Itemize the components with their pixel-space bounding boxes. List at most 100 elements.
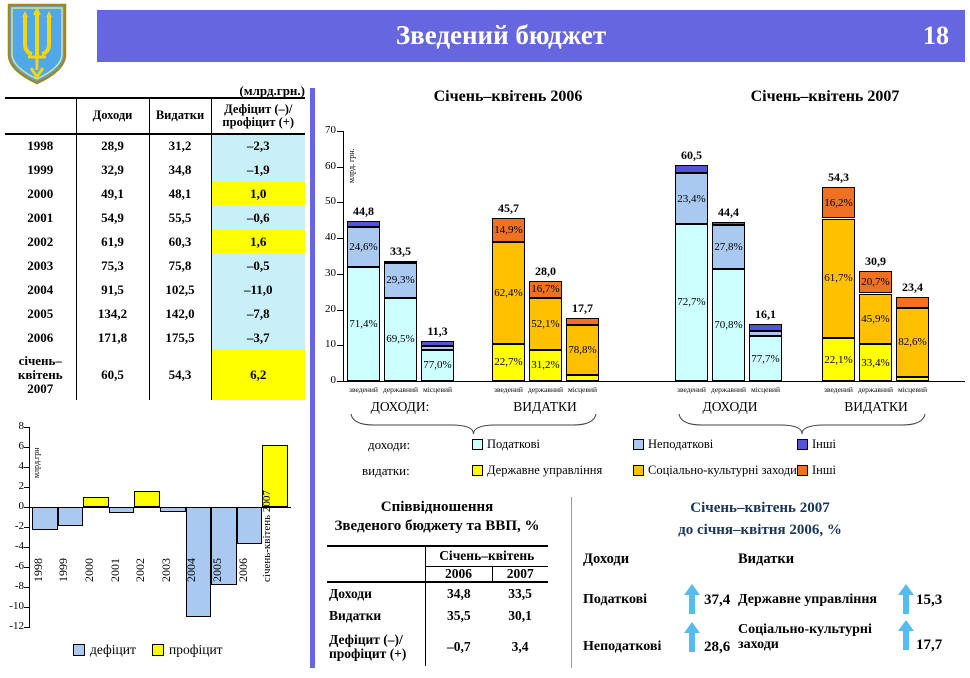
chart-title-2006: Січень–квітень 2006 xyxy=(433,88,583,105)
budget-col-revenue: Доходи xyxy=(75,98,149,134)
x-category-label: державний xyxy=(528,385,563,394)
y-tick xyxy=(24,527,29,528)
x-category-label: зведений xyxy=(494,385,523,394)
bar-total-label: 45,7 xyxy=(498,200,519,215)
budget-cell-year: 2004 xyxy=(27,281,54,297)
y-tick-label: 0 xyxy=(330,374,337,386)
segment-percent-label: 78,8% xyxy=(568,344,597,357)
y-tick-label: 30 xyxy=(325,266,336,279)
gdp-period-row: Січень–квітень xyxy=(327,546,549,567)
budget-cell-expenditure: 175,5 xyxy=(148,326,211,350)
budget-cell-year: 1998 xyxy=(27,138,54,154)
gdp-empty-cell xyxy=(327,546,426,566)
vertical-divider xyxy=(310,88,315,668)
growth-title-line1: Січень–квітень 2007 xyxy=(690,500,830,516)
legend-item-label: Інші xyxy=(812,463,836,477)
legend-swatch xyxy=(633,465,644,476)
gdp-row-label: Видатки xyxy=(327,605,426,629)
y-tick-label: -10 xyxy=(9,600,24,612)
gdp-value: 33,5 xyxy=(508,585,532,601)
x-axis xyxy=(343,381,965,382)
segment-percent-label: 22,1% xyxy=(824,353,853,366)
brace-decoration xyxy=(350,413,597,435)
gdp-title-line1: Співвідношення xyxy=(380,499,494,515)
budget-cell-balance: 1,6 xyxy=(210,230,305,254)
bar-segment: 24,6% xyxy=(347,227,380,267)
budget-cell-year: 2005 xyxy=(27,305,54,321)
budget-cell-revenue: 32,9 xyxy=(75,158,149,182)
balance-bar xyxy=(83,497,109,507)
bar-total-label: 17,7 xyxy=(572,300,593,315)
segment-percent-label: 45,9% xyxy=(861,312,890,325)
x-category-label: місцевий xyxy=(422,385,453,394)
gdp-value: –0,7 xyxy=(446,638,471,654)
x-year-label: 1999 xyxy=(56,558,71,582)
bar-total-label: 23,4 xyxy=(902,280,923,295)
bar-segment xyxy=(384,260,417,263)
balance-bar xyxy=(134,491,160,507)
table-row: 2005 134,2 142,0 –7,8 xyxy=(5,302,305,326)
ukraine-coat-of-arms-logo xyxy=(5,2,69,86)
x-year-label: 1998 xyxy=(30,558,45,582)
budget-cell-year: січень–квітень 2007 xyxy=(17,352,63,397)
group-label: ВИДАТКИ xyxy=(513,399,577,414)
y-tick-label: 0 xyxy=(18,500,25,512)
stacked-bar: 71,4% 24,6% xyxy=(347,221,380,381)
growth-item-label: Податкові xyxy=(583,592,648,607)
budget-cell-balance: 1,0 xyxy=(210,182,305,206)
bar-segment: 16,2% xyxy=(822,187,855,219)
table-row: 1999 32,9 34,8 –1,9 xyxy=(5,158,305,182)
budget-cell-year: 2006 xyxy=(27,329,54,345)
units-note: (млрд.грн.) xyxy=(239,83,305,98)
y-tick-label: 60 xyxy=(325,159,336,172)
segment-percent-label: 33,4% xyxy=(861,356,890,369)
budget-cell-revenue: 75,3 xyxy=(75,254,149,278)
balance-bar xyxy=(236,507,263,544)
table-row: 2006 171,8 175,5 –3,7 xyxy=(5,326,305,350)
group-label: ВИДАТКИ xyxy=(844,399,908,414)
up-arrow-icon xyxy=(898,584,914,614)
budget-cell-revenue: 91,5 xyxy=(75,278,149,302)
x-year-label: 2001 xyxy=(107,558,122,582)
budget-col-empty xyxy=(5,98,76,134)
y-tick xyxy=(24,627,29,628)
budget-cell-revenue: 54,9 xyxy=(75,206,149,230)
y-tick xyxy=(337,166,343,168)
budget-cell-revenue: 60,5 xyxy=(75,350,149,400)
table-row: 2003 75,3 75,8 –0,5 xyxy=(5,254,305,278)
bar-segment: 31,2% xyxy=(529,349,562,381)
bar-total-label: 11,3 xyxy=(427,323,448,338)
y-axis-label: млрд.грн xyxy=(32,447,41,478)
bar-segment: 23,4% xyxy=(675,173,708,224)
bar-segment: 69,5% xyxy=(384,297,417,381)
y-tick xyxy=(24,587,29,588)
segment-percent-label: 62,4% xyxy=(494,287,523,300)
gdp-year-2007: 2007 xyxy=(492,566,549,584)
stacked-bar: 31,2% 52,1% 16,7% xyxy=(529,281,562,381)
budget-cell-expenditure: 34,8 xyxy=(148,158,211,182)
growth-item-label: Неподаткові xyxy=(583,639,662,654)
budget-cell-balance: –7,8 xyxy=(210,302,305,326)
brace-decoration xyxy=(678,413,926,435)
y-tick-label: 4 xyxy=(18,460,25,472)
growth-item-value: 15,3 xyxy=(916,592,943,608)
budget-cell-balance: –1,9 xyxy=(210,158,305,182)
y-tick-label: -12 xyxy=(9,620,24,632)
legend-item-label: Соціально-культурні заходи xyxy=(648,463,797,477)
gdp-table: Січень–квітень 2006 2007 Доходи 34,8 33,… xyxy=(327,545,549,667)
table-row: 2001 54,9 55,5 –0,6 xyxy=(5,206,305,230)
y-tick-label: 10 xyxy=(325,338,336,351)
budget-col-balance: Дефіцит (–)/ профіцит (+) xyxy=(210,98,305,134)
gdp-row-label: Дефіцит (–)/ профіцит (+) xyxy=(327,628,426,667)
budget-cell-balance: –0,6 xyxy=(210,206,305,230)
bar-total-label: 16,1 xyxy=(755,306,776,321)
x-category-label: державний xyxy=(711,385,746,394)
trident-shield-icon xyxy=(7,3,67,85)
y-tick-label: 20 xyxy=(325,302,336,315)
segment-percent-label: 23,4% xyxy=(677,192,706,205)
up-arrow-icon xyxy=(684,622,700,652)
budget-cell-expenditure: 55,5 xyxy=(148,206,211,230)
x-category-label: місцевий xyxy=(897,385,928,394)
gdp-years-row: 2006 2007 xyxy=(327,566,549,584)
y-tick xyxy=(24,487,29,488)
